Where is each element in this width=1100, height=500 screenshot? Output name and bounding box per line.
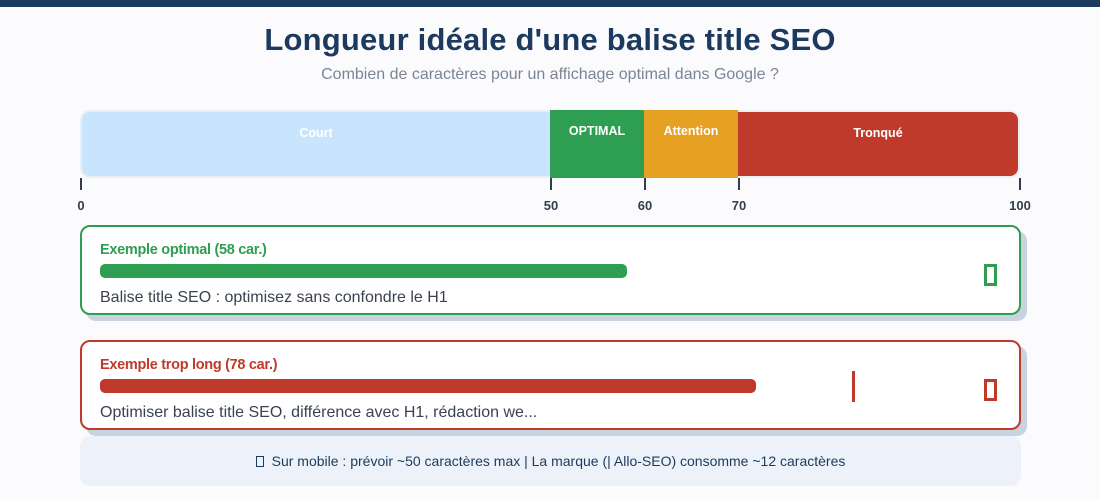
length-scale: Court OPTIMAL Attention Tronqué [80, 110, 1020, 178]
example-card-optimal: Exemple optimal (58 car.) Balise title S… [80, 225, 1021, 315]
tick-label-60: 60 [637, 198, 653, 213]
tick-0 [80, 178, 82, 190]
tick-label-70: 70 [731, 198, 747, 213]
top-accent-bar [0, 0, 1100, 7]
mobile-tip-note: Sur mobile : prévoir ~50 caractères max … [80, 436, 1021, 486]
tick-50 [550, 178, 552, 190]
tick-70 [738, 178, 740, 190]
example-title-text: Balise title SEO : optimisez sans confon… [100, 289, 448, 306]
zone-tronque: Tronqué [738, 110, 1020, 178]
length-bar [100, 379, 756, 393]
example-title-text: Optimiser balise title SEO, différence a… [100, 404, 538, 421]
zone-attention: Attention [644, 110, 738, 178]
example-card-too-long: Exemple trop long (78 car.) Optimiser ba… [80, 340, 1021, 430]
zone-court: Court [80, 110, 550, 178]
cross-icon [984, 379, 997, 401]
tick-label-50: 50 [543, 198, 559, 213]
truncation-marker [852, 371, 855, 402]
page-title: Longueur idéale d'une balise title SEO [264, 22, 836, 57]
tick-label-100: 100 [1009, 198, 1031, 213]
tick-label-0: 0 [77, 198, 85, 213]
length-bar [100, 264, 627, 278]
tick-60 [644, 178, 646, 190]
mobile-icon [255, 455, 264, 467]
page-subtitle: Combien de caractères pour un affichage … [321, 66, 779, 83]
zone-optimal: OPTIMAL [550, 110, 644, 178]
example-label: Exemple trop long (78 car.) [100, 357, 278, 373]
tick-100 [1019, 178, 1021, 190]
note-text: Sur mobile : prévoir ~50 caractères max … [271, 453, 846, 469]
check-icon [984, 264, 997, 286]
example-label: Exemple optimal (58 car.) [100, 242, 267, 258]
